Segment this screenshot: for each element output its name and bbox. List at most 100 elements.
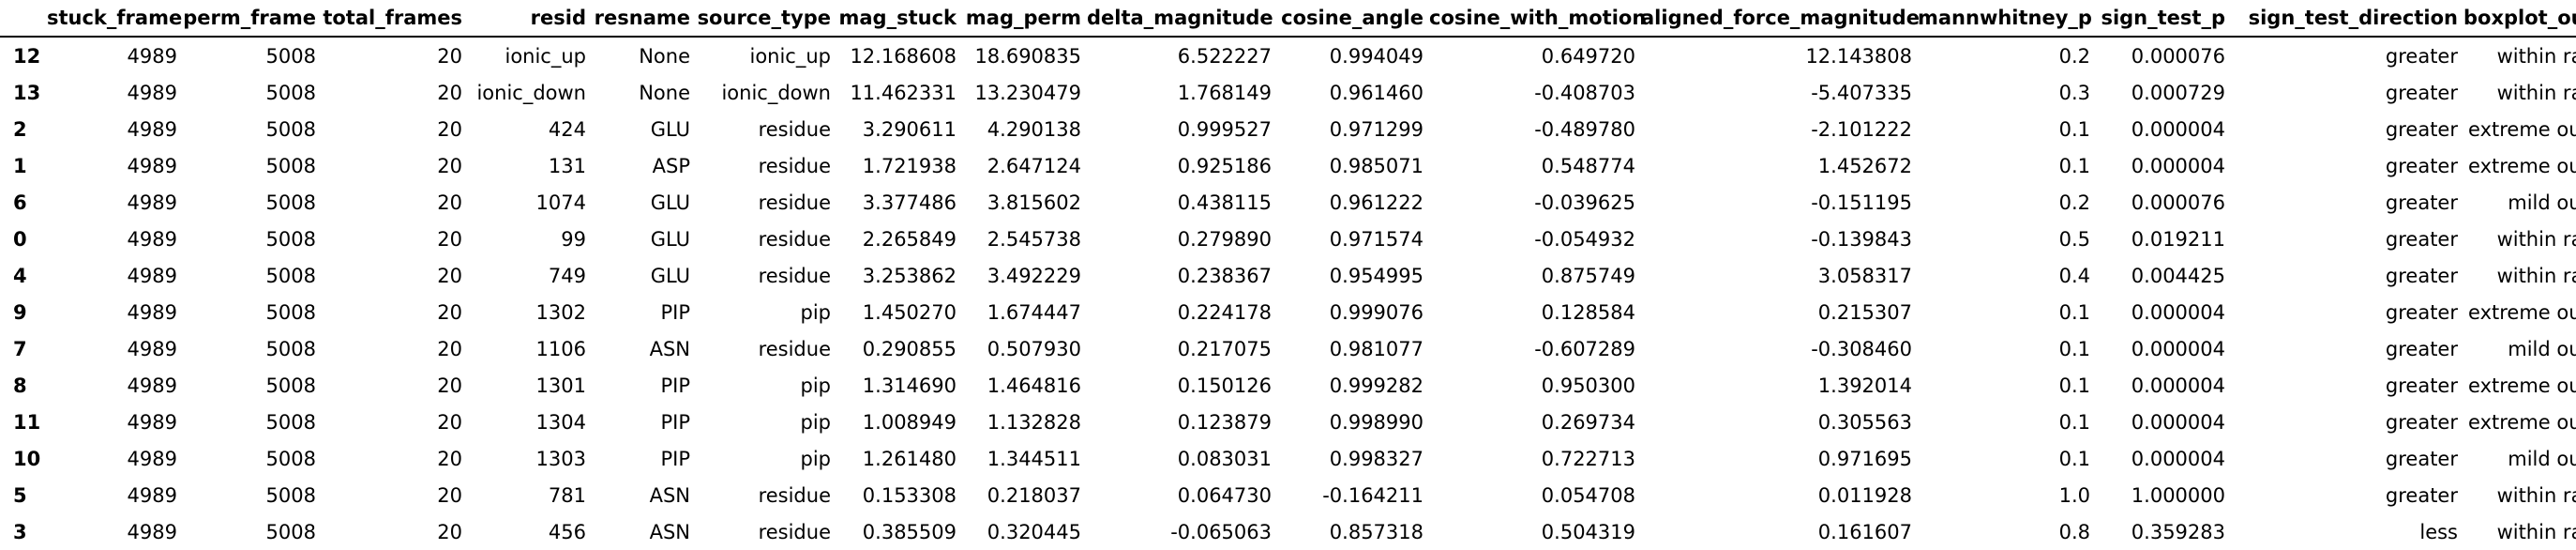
- table-cell-cosine-angle: -0.164211: [1322, 483, 1424, 507]
- table-cell-resid: ionic_up: [505, 44, 586, 68]
- table-cell-stuck-frame: 4989: [127, 117, 177, 141]
- table-cell-resname: GLU: [650, 264, 690, 287]
- table-cell-cosine-with-motion: -0.039625: [1534, 191, 1635, 214]
- table-row: 8 4989 5008 20 1301 PIP pip 1.314690 1.464816 0.1…: [0, 367, 2576, 404]
- table-cell-mag-perm: 0.320445: [987, 520, 1081, 543]
- column-header-delta-magnitude: delta_magnitude: [1087, 0, 1277, 38]
- table-cell-perm-frame: 5008: [265, 191, 316, 214]
- table-cell-mag-perm: 0.218037: [987, 483, 1081, 507]
- table-cell-perm-frame: 5008: [265, 264, 316, 287]
- table-cell-resid: 1303: [535, 447, 586, 470]
- table-cell-mannwhitney-p: 0.1: [2058, 337, 2090, 360]
- column-header-sign-test-p: sign_test_p: [2096, 0, 2231, 38]
- table-cell-delta-magnitude: 1.768149: [1177, 81, 1272, 104]
- table-cell-cosine-with-motion: 0.950300: [1541, 374, 1635, 397]
- table-cell-source-type: residue: [758, 337, 831, 360]
- table-cell-delta-magnitude: 0.217075: [1177, 337, 1272, 360]
- table-cell-resid: 749: [548, 264, 586, 287]
- table-cell-delta-magnitude: 0.999527: [1177, 117, 1272, 141]
- table-cell-mag-stuck: 1.008949: [862, 410, 957, 434]
- table-row: 13 4989 5008 20 ionic_down None ionic_down 11.4…: [0, 74, 2576, 111]
- table-cell-resname: PIP: [660, 447, 690, 470]
- row-index-cell: 0: [13, 227, 27, 251]
- table-cell-sign-test-p: 0.000004: [2131, 374, 2225, 397]
- table-cell-delta-magnitude: 0.224178: [1177, 300, 1272, 324]
- row-index-cell: 13: [13, 81, 41, 104]
- table-cell-sign-test-direction: greater: [2385, 483, 2458, 507]
- table-cell-cosine-with-motion: 0.128584: [1541, 300, 1635, 324]
- table-cell-resname: ASN: [649, 483, 690, 507]
- table-cell-boxplot-outlier: within range: [2496, 264, 2576, 287]
- table-cell-sign-test-direction: greater: [2385, 374, 2458, 397]
- table-cell-cosine-angle: 0.971574: [1329, 227, 1424, 251]
- table-cell-delta-magnitude: 0.238367: [1177, 264, 1272, 287]
- column-header-mag-perm: mag_perm: [962, 0, 1087, 38]
- table-cell-mag-perm: 4.290138: [987, 117, 1081, 141]
- table-cell-mag-stuck: 3.377486: [862, 191, 957, 214]
- table-cell-resid: 99: [561, 227, 586, 251]
- table-cell-sign-test-direction: greater: [2385, 300, 2458, 324]
- table-cell-sign-test-direction: less: [2419, 520, 2458, 543]
- table-cell-total-frames: 20: [437, 44, 462, 68]
- table-cell-mannwhitney-p: 0.1: [2058, 374, 2090, 397]
- table-header: stuck_frame perm_frame total_frames resid re…: [0, 0, 2576, 38]
- table-cell-delta-magnitude: 0.083031: [1177, 447, 1272, 470]
- row-index-cell: 7: [13, 337, 27, 360]
- table-cell-total-frames: 20: [437, 117, 462, 141]
- column-header-perm-frame: perm_frame: [183, 0, 322, 38]
- table-cell-stuck-frame: 4989: [127, 337, 177, 360]
- table-cell-resname: ASP: [652, 154, 690, 177]
- table-cell-resname: None: [639, 81, 690, 104]
- table-body: 12 4989 5008 20 ionic_up None ionic_up 12.16860…: [0, 37, 2576, 550]
- table-cell-cosine-angle: 0.981077: [1329, 337, 1424, 360]
- table-row: 9 4989 5008 20 1302 PIP pip 1.450270 1.674447 0.2…: [0, 294, 2576, 330]
- row-index-cell: 5: [13, 483, 27, 507]
- table-row: 0 4989 5008 20 99 GLU residue 2.265849 2.545738 0…: [0, 221, 2576, 257]
- table-cell-sign-test-direction: greater: [2385, 447, 2458, 470]
- table-cell-mag-stuck: 3.290611: [862, 117, 957, 141]
- table-cell-mag-perm: 1.674447: [987, 300, 1081, 324]
- table-cell-mag-perm: 13.230479: [974, 81, 1081, 104]
- table-cell-mannwhitney-p: 0.1: [2058, 447, 2090, 470]
- table-cell-aligned-force-magnitude: -0.308460: [1811, 337, 1912, 360]
- table-cell-total-frames: 20: [437, 191, 462, 214]
- table-cell-resname: GLU: [650, 117, 690, 141]
- table-cell-stuck-frame: 4989: [127, 300, 177, 324]
- table-cell-cosine-angle: 0.999076: [1329, 300, 1424, 324]
- table-cell-mag-stuck: 0.153308: [862, 483, 957, 507]
- table-cell-mag-stuck: 1.261480: [862, 447, 957, 470]
- table-cell-cosine-angle: 0.961222: [1329, 191, 1424, 214]
- table-cell-mannwhitney-p: 1.0: [2058, 483, 2090, 507]
- table-cell-source-type: pip: [800, 447, 832, 470]
- table-cell-aligned-force-magnitude: -5.407335: [1811, 81, 1912, 104]
- table-cell-cosine-with-motion: -0.408703: [1534, 81, 1635, 104]
- table-cell-sign-test-p: 0.004425: [2131, 264, 2225, 287]
- table-cell-cosine-angle: 0.998990: [1329, 410, 1424, 434]
- table-cell-boxplot-outlier: extreme outlier: [2468, 117, 2576, 141]
- table-cell-boxplot-outlier: within range: [2496, 520, 2576, 543]
- table-cell-resname: GLU: [650, 227, 690, 251]
- table-row: 4 4989 5008 20 749 GLU residue 3.253862 3.492229…: [0, 257, 2576, 294]
- table-cell-mag-stuck: 0.385509: [862, 520, 957, 543]
- table-cell-sign-test-direction: greater: [2385, 191, 2458, 214]
- row-index-cell: 6: [13, 191, 27, 214]
- table-cell-source-type: residue: [758, 483, 831, 507]
- table-cell-cosine-angle: 0.971299: [1329, 117, 1424, 141]
- table-cell-sign-test-p: 0.000076: [2131, 191, 2225, 214]
- table-cell-source-type: ionic_down: [721, 81, 831, 104]
- table-cell-mannwhitney-p: 0.4: [2058, 264, 2090, 287]
- table-cell-mag-stuck: 0.290855: [862, 337, 957, 360]
- table-cell-stuck-frame: 4989: [127, 374, 177, 397]
- table-cell-sign-test-p: 0.000729: [2131, 81, 2225, 104]
- table-cell-stuck-frame: 4989: [127, 483, 177, 507]
- table-cell-resname: None: [639, 44, 690, 68]
- table-cell-perm-frame: 5008: [265, 154, 316, 177]
- table-cell-mag-stuck: 1.721938: [862, 154, 957, 177]
- column-header-boxplot-outlier: boxplot_outlier: [2463, 0, 2576, 38]
- table-cell-boxplot-outlier: within range: [2496, 44, 2576, 68]
- column-header-mannwhitney-p: mannwhitney_p: [1918, 0, 2096, 38]
- table-cell-stuck-frame: 4989: [127, 44, 177, 68]
- table-cell-cosine-with-motion: 0.548774: [1541, 154, 1635, 177]
- table-cell-total-frames: 20: [437, 410, 462, 434]
